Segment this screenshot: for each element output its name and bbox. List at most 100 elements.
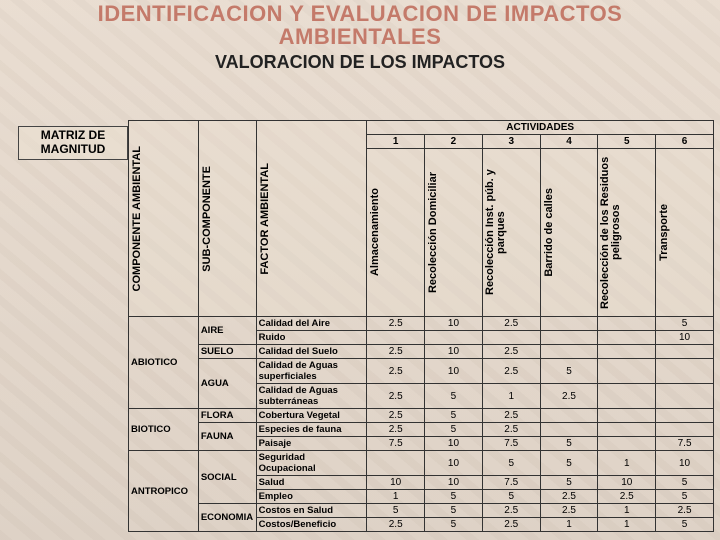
cell-value — [656, 345, 714, 359]
page-subtitle: VALORACION DE LOS IMPACTOS — [0, 52, 720, 73]
cell-value — [367, 451, 425, 476]
cell-value: 2.5 — [598, 490, 656, 504]
cell-factor: Calidad del Aire — [256, 317, 367, 331]
title-line-2: AMBIENTALES — [279, 24, 442, 49]
cell-value: 5 — [656, 490, 714, 504]
matrix-label: MATRIZ DE MAGNITUD — [18, 126, 128, 160]
cell-factor: Costos en Salud — [256, 504, 367, 518]
cell-value — [540, 317, 598, 331]
cell-value — [540, 409, 598, 423]
cell-value: 7.5 — [367, 437, 425, 451]
cell-value: 10 — [656, 331, 714, 345]
act-num-2: 2 — [425, 135, 483, 149]
table-body: ABIOTICOAIRECalidad del Aire2.5102.55Rui… — [129, 317, 714, 532]
cell-value — [598, 317, 656, 331]
act-num-5: 5 — [598, 135, 656, 149]
cell-componente: ANTROPICO — [129, 451, 199, 532]
table-row: BIOTICOFLORACobertura Vegetal2.552.5 — [129, 409, 714, 423]
cell-value — [656, 359, 714, 384]
cell-factor: Costos/Beneficio — [256, 518, 367, 532]
cell-value: 5 — [656, 518, 714, 532]
cell-value: 10 — [598, 476, 656, 490]
cell-subcomponente: SOCIAL — [198, 451, 256, 504]
act-num-3: 3 — [482, 135, 540, 149]
cell-value — [598, 409, 656, 423]
cell-factor: Calidad del Suelo — [256, 345, 367, 359]
cell-value: 2.5 — [482, 409, 540, 423]
cell-value: 2.5 — [482, 518, 540, 532]
cell-value: 2.5 — [367, 359, 425, 384]
cell-value: 5 — [540, 437, 598, 451]
table-row: ANTROPICOSOCIALSeguridad Ocupacional1055… — [129, 451, 714, 476]
cell-value: 1 — [367, 490, 425, 504]
col-header-componente: COMPONENTE AMBIENTAL — [129, 121, 199, 317]
cell-value — [656, 423, 714, 437]
cell-value: 10 — [425, 451, 483, 476]
cell-value: 2.5 — [482, 504, 540, 518]
table-row: ABIOTICOAIRECalidad del Aire2.5102.55 — [129, 317, 714, 331]
cell-value — [598, 437, 656, 451]
table-row: AGUACalidad de Aguas superficiales2.5102… — [129, 359, 714, 384]
cell-value: 7.5 — [482, 476, 540, 490]
act-num-6: 6 — [656, 135, 714, 149]
cell-value: 5 — [425, 384, 483, 409]
cell-factor: Calidad de Aguas subterráneas — [256, 384, 367, 409]
impact-table: COMPONENTE AMBIENTAL SUB-COMPONENTE FACT… — [128, 120, 714, 532]
act-label-1: Almacenamiento — [367, 149, 425, 317]
cell-factor: Seguridad Ocupacional — [256, 451, 367, 476]
act-num-1: 1 — [367, 135, 425, 149]
col-header-factor: FACTOR AMBIENTAL — [256, 121, 367, 317]
cell-factor: Cobertura Vegetal — [256, 409, 367, 423]
cell-value: 10 — [425, 476, 483, 490]
cell-value: 5 — [425, 490, 483, 504]
act-label-5: Recolección de los Residuos peligrosos — [598, 149, 656, 317]
cell-value: 1 — [482, 384, 540, 409]
cell-value: 2.5 — [367, 345, 425, 359]
cell-value — [598, 384, 656, 409]
act-label-2: Recolección Domiciliar — [425, 149, 483, 317]
cell-factor: Paisaje — [256, 437, 367, 451]
cell-value: 1 — [598, 451, 656, 476]
cell-value: 10 — [425, 345, 483, 359]
cell-value: 2.5 — [540, 384, 598, 409]
cell-factor: Empleo — [256, 490, 367, 504]
cell-value: 5 — [540, 476, 598, 490]
cell-factor: Salud — [256, 476, 367, 490]
cell-value: 2.5 — [482, 317, 540, 331]
cell-value: 5 — [425, 518, 483, 532]
cell-value — [367, 331, 425, 345]
cell-value: 2.5 — [367, 409, 425, 423]
cell-factor: Especies de fauna — [256, 423, 367, 437]
cell-subcomponente: FLORA — [198, 409, 256, 423]
title-line-1: IDENTIFICACION Y EVALUACION DE IMPACTOS — [98, 1, 623, 26]
cell-value — [598, 331, 656, 345]
table-row: ECONOMIACostos en Salud552.52.512.5 — [129, 504, 714, 518]
cell-value: 10 — [656, 451, 714, 476]
cell-componente: BIOTICO — [129, 409, 199, 451]
cell-value: 7.5 — [482, 437, 540, 451]
table-row: SUELOCalidad del Suelo2.5102.5 — [129, 345, 714, 359]
cell-value — [598, 423, 656, 437]
cell-value: 7.5 — [656, 437, 714, 451]
cell-value — [598, 359, 656, 384]
cell-value — [425, 331, 483, 345]
cell-value — [540, 331, 598, 345]
act-label-4: Barrido de calles — [540, 149, 598, 317]
impact-table-wrap: COMPONENTE AMBIENTAL SUB-COMPONENTE FACT… — [128, 120, 714, 532]
cell-value: 1 — [540, 518, 598, 532]
cell-value: 2.5 — [367, 317, 425, 331]
cell-subcomponente: FAUNA — [198, 423, 256, 451]
cell-value: 2.5 — [482, 423, 540, 437]
table-row: FAUNAEspecies de fauna2.552.5 — [129, 423, 714, 437]
cell-value: 10 — [425, 437, 483, 451]
cell-value — [540, 423, 598, 437]
page-title: IDENTIFICACION Y EVALUACION DE IMPACTOS … — [0, 0, 720, 48]
cell-value: 5 — [482, 490, 540, 504]
cell-value: 5 — [367, 504, 425, 518]
cell-value: 1 — [598, 504, 656, 518]
cell-subcomponente: AGUA — [198, 359, 256, 409]
cell-value — [540, 345, 598, 359]
cell-value: 5 — [540, 359, 598, 384]
cell-value — [656, 384, 714, 409]
cell-value: 5 — [656, 476, 714, 490]
